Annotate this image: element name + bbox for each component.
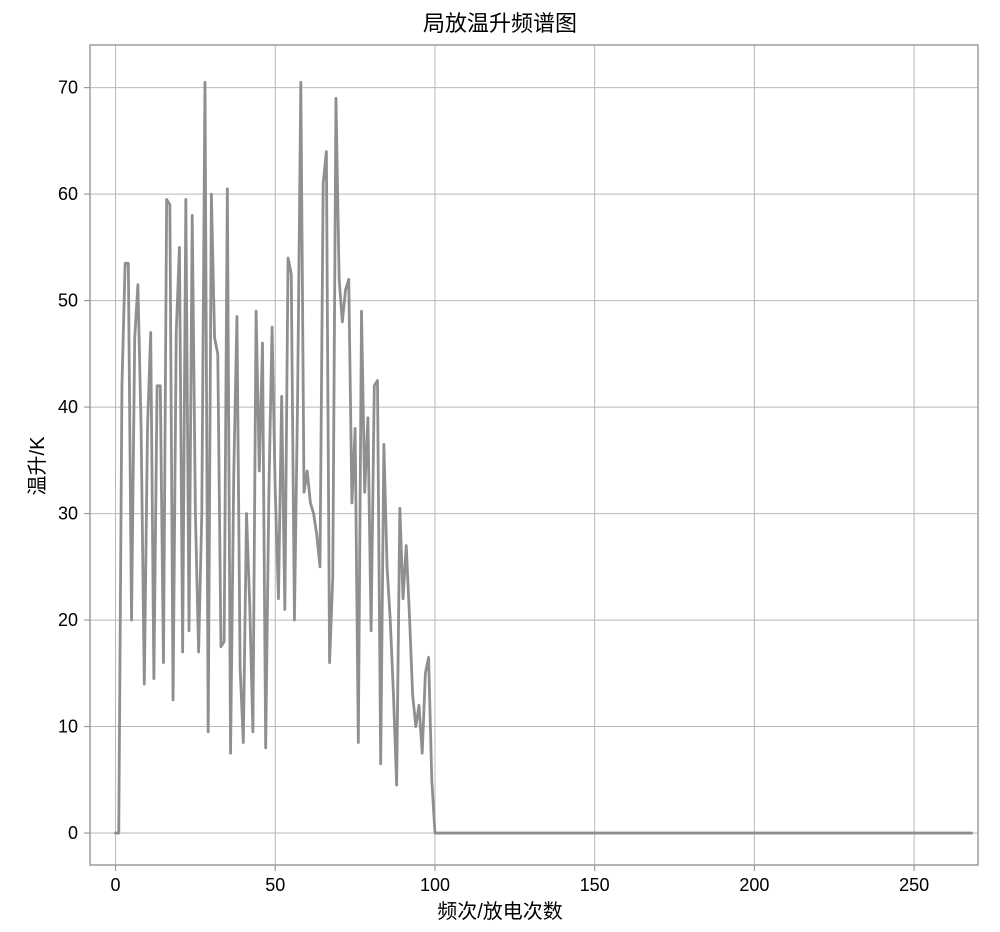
y-tick-label: 0 (68, 823, 78, 843)
y-tick-label: 60 (58, 184, 78, 204)
chart-svg: 0 10 20 30 40 50 60 70 0 50 100 150 200 250 (0, 0, 1000, 932)
chart-container: 局放温升频谱图 温升/K 频次/放电次数 0102030405060700501… (0, 0, 1000, 932)
y-tick-label: 40 (58, 397, 78, 417)
y-tick-label: 50 (58, 291, 78, 311)
y-tick-label: 10 (58, 717, 78, 737)
x-tick-label: 150 (580, 875, 610, 895)
x-tick-label: 0 (111, 875, 121, 895)
x-tick-label: 250 (899, 875, 929, 895)
x-tick-label: 50 (265, 875, 285, 895)
y-tick-label: 70 (58, 78, 78, 98)
y-tick-label: 20 (58, 610, 78, 630)
x-tick-label: 200 (739, 875, 769, 895)
y-tick-label: 30 (58, 504, 78, 524)
x-tick-label: 100 (420, 875, 450, 895)
